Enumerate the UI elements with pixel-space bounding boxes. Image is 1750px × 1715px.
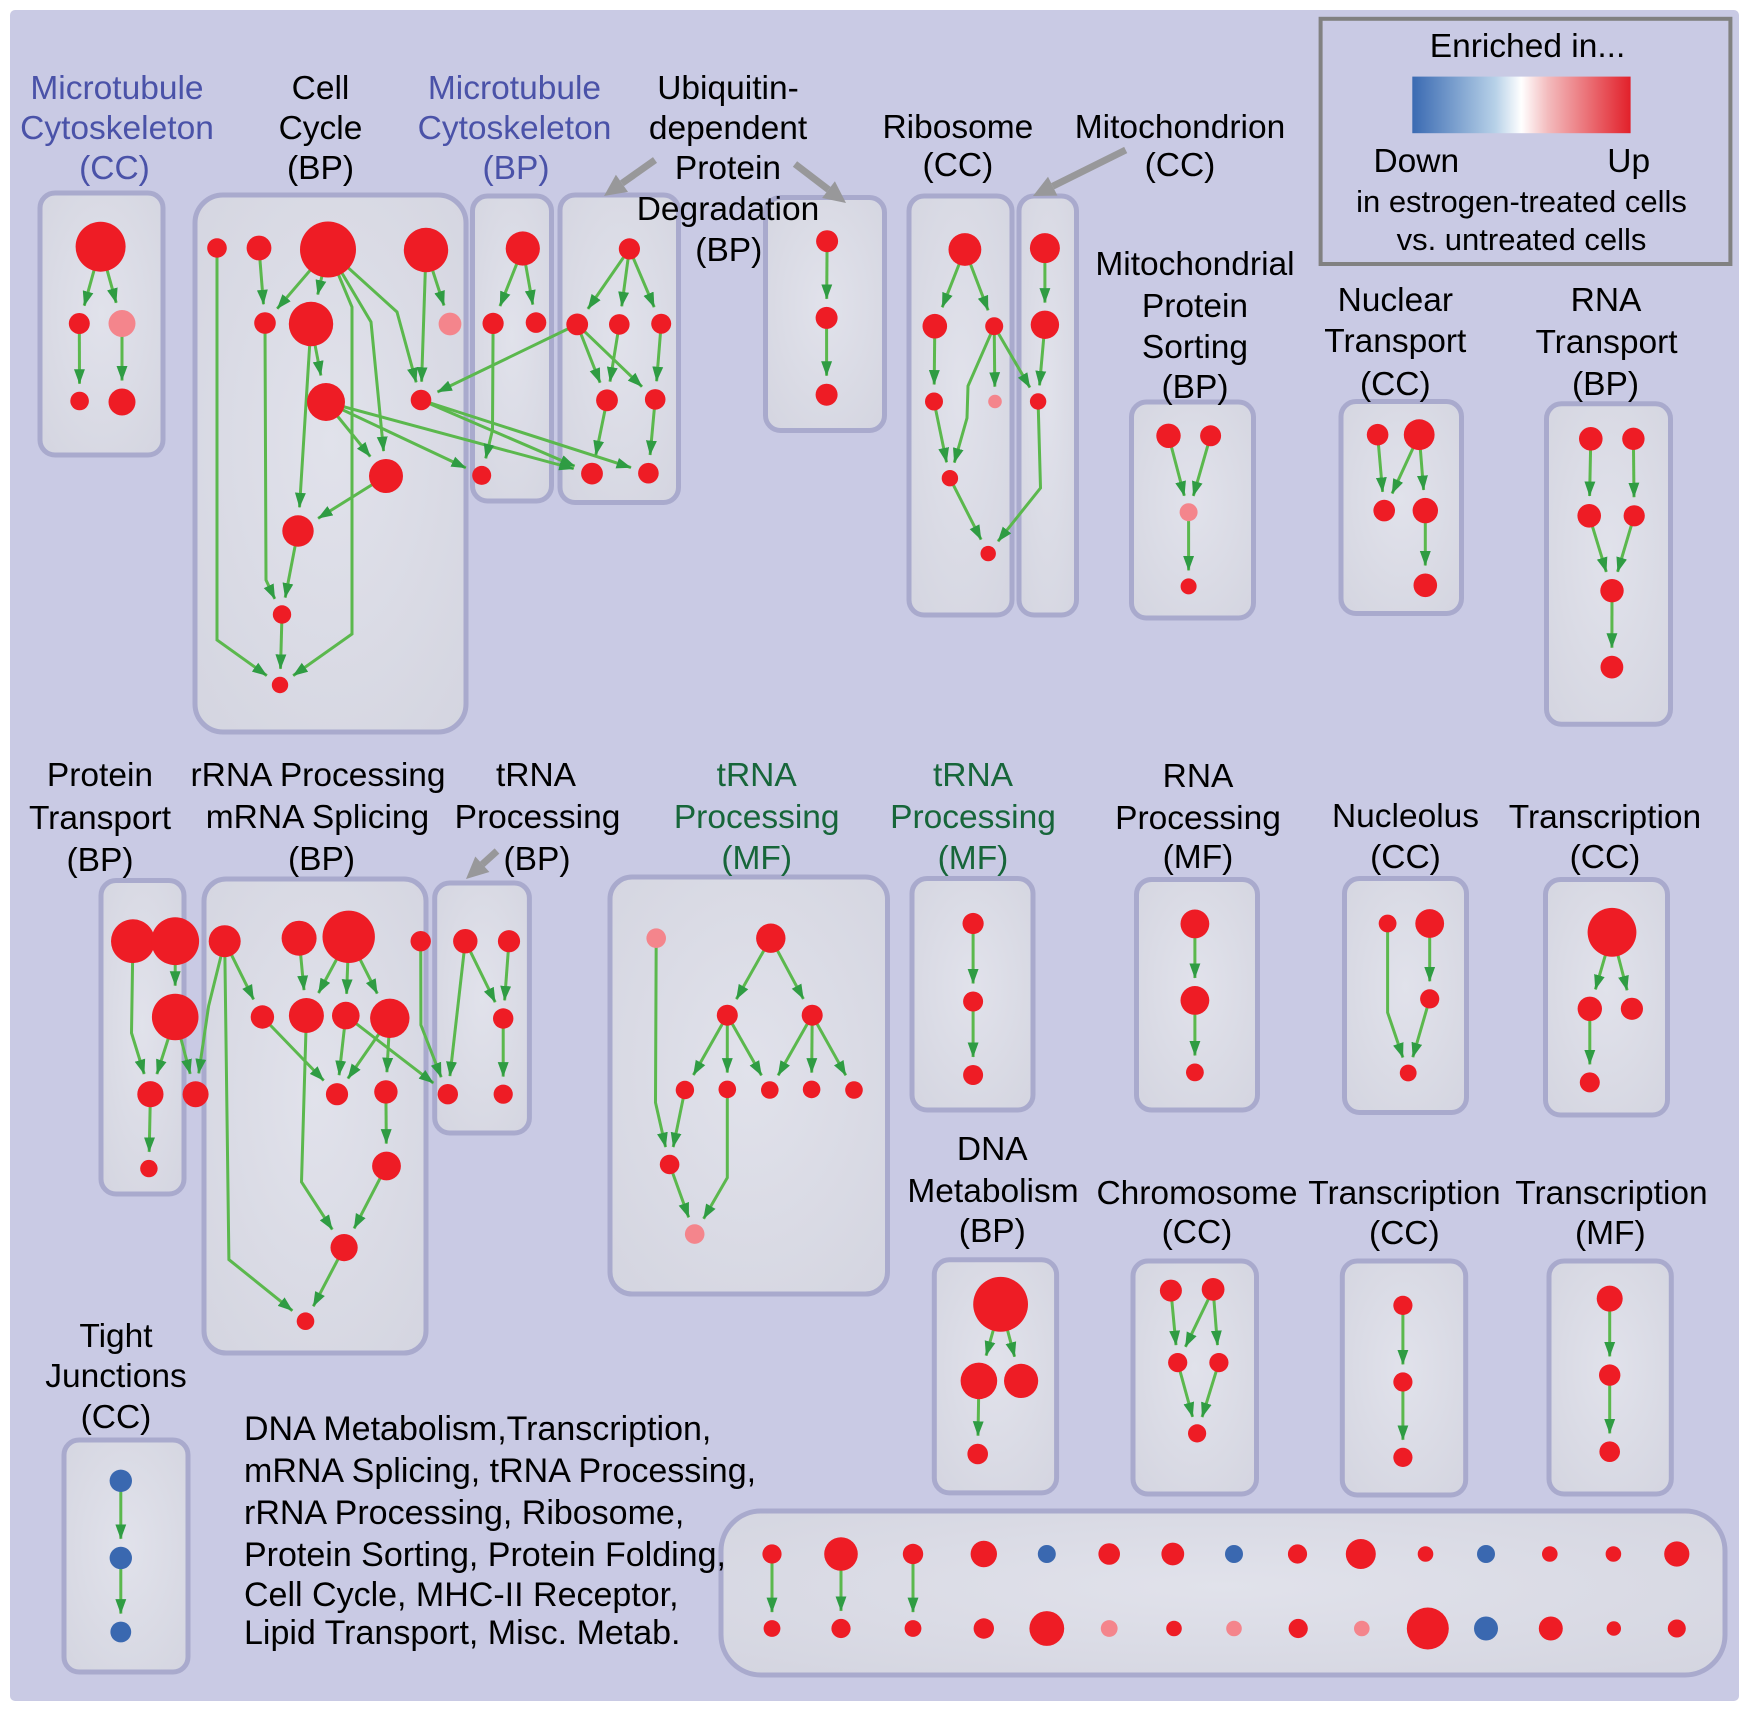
svg-text:(BP): (BP) — [1572, 366, 1639, 403]
svg-text:(CC): (CC) — [81, 1399, 152, 1436]
svg-text:Transport: Transport — [1535, 324, 1678, 361]
svg-text:(BP): (BP) — [695, 232, 762, 269]
svg-text:Sorting: Sorting — [1142, 329, 1248, 366]
svg-text:Transcription: Transcription — [1509, 799, 1701, 836]
svg-text:(MF): (MF) — [721, 840, 792, 877]
svg-text:DNA: DNA — [957, 1131, 1028, 1168]
svg-text:dependent: dependent — [649, 110, 808, 147]
svg-text:Enriched in...: Enriched in... — [1430, 28, 1626, 65]
svg-text:Processing: Processing — [1115, 800, 1281, 837]
svg-text:RNA: RNA — [1571, 282, 1642, 319]
svg-text:(BP): (BP) — [483, 150, 550, 187]
svg-text:Transport: Transport — [29, 800, 172, 837]
svg-text:Up: Up — [1607, 143, 1650, 180]
svg-text:Cell: Cell — [292, 70, 350, 107]
svg-text:(BP): (BP) — [288, 841, 355, 878]
svg-text:Protein: Protein — [47, 757, 153, 794]
svg-text:Processing: Processing — [890, 799, 1056, 836]
svg-text:Transcription: Transcription — [1308, 1175, 1500, 1212]
svg-text:tRNA: tRNA — [717, 757, 798, 794]
svg-text:Junctions: Junctions — [45, 1358, 187, 1395]
svg-text:in estrogen-treated cells: in estrogen-treated cells — [1356, 184, 1687, 219]
svg-text:Tight: Tight — [79, 1318, 153, 1355]
svg-text:rRNA Processing, Ribosome,: rRNA Processing, Ribosome, — [244, 1494, 684, 1532]
svg-text:Cytoskeleton: Cytoskeleton — [418, 110, 612, 147]
svg-text:(CC): (CC) — [1360, 366, 1431, 403]
svg-text:(BP): (BP) — [959, 1213, 1026, 1250]
svg-text:Degradation: Degradation — [637, 191, 820, 228]
svg-text:Cytoskeleton: Cytoskeleton — [20, 110, 214, 147]
svg-text:(CC): (CC) — [79, 150, 150, 187]
svg-text:Cell Cycle, MHC-II Receptor,: Cell Cycle, MHC-II Receptor, — [244, 1576, 679, 1614]
svg-text:(CC): (CC) — [923, 147, 994, 184]
svg-text:(MF): (MF) — [1163, 839, 1234, 876]
svg-text:Protein: Protein — [1142, 288, 1248, 325]
svg-text:Processing: Processing — [674, 799, 840, 836]
svg-text:(CC): (CC) — [1162, 1214, 1233, 1251]
svg-text:(BP): (BP) — [287, 150, 354, 187]
svg-text:(MF): (MF) — [1575, 1215, 1646, 1252]
svg-text:(MF): (MF) — [938, 840, 1009, 877]
svg-text:Nucleolus: Nucleolus — [1332, 798, 1479, 835]
svg-text:rRNA Processing: rRNA Processing — [190, 757, 445, 794]
svg-text:Metabolism: Metabolism — [907, 1173, 1078, 1210]
svg-text:Transport: Transport — [1324, 323, 1467, 360]
svg-text:(BP): (BP) — [67, 842, 134, 879]
svg-text:DNA Metabolism,Transcription,: DNA Metabolism,Transcription, — [244, 1410, 711, 1448]
svg-text:tRNA: tRNA — [496, 757, 577, 794]
svg-text:Ribosome: Ribosome — [882, 109, 1033, 146]
svg-text:Microtubule: Microtubule — [30, 70, 203, 107]
svg-text:(BP): (BP) — [504, 841, 571, 878]
svg-text:Ubiquitin-: Ubiquitin- — [657, 70, 799, 107]
svg-text:Processing: Processing — [455, 799, 621, 836]
svg-text:Nuclear: Nuclear — [1338, 282, 1453, 319]
svg-text:Mitochondrial: Mitochondrial — [1095, 246, 1294, 283]
svg-text:mRNA Splicing, tRNA Processing: mRNA Splicing, tRNA Processing, — [244, 1452, 756, 1490]
svg-text:Cycle: Cycle — [279, 110, 363, 147]
svg-text:Protein Sorting, Protein Foldi: Protein Sorting, Protein Folding, — [244, 1536, 726, 1574]
svg-text:(CC): (CC) — [1369, 1215, 1440, 1252]
svg-text:RNA: RNA — [1163, 758, 1234, 795]
svg-text:tRNA: tRNA — [933, 757, 1014, 794]
svg-text:Mitochondrion: Mitochondrion — [1075, 109, 1285, 146]
svg-text:Lipid Transport, Misc. Metab.: Lipid Transport, Misc. Metab. — [244, 1614, 681, 1652]
svg-text:Down: Down — [1373, 143, 1459, 180]
svg-text:vs. untreated cells: vs. untreated cells — [1397, 222, 1647, 257]
svg-text:(CC): (CC) — [1370, 839, 1441, 876]
svg-text:mRNA Splicing: mRNA Splicing — [206, 799, 429, 836]
svg-text:Chromosome: Chromosome — [1096, 1175, 1297, 1212]
svg-text:Protein: Protein — [675, 150, 781, 187]
svg-text:(CC): (CC) — [1570, 839, 1641, 876]
svg-text:Microtubule: Microtubule — [428, 70, 601, 107]
svg-text:Transcription: Transcription — [1515, 1175, 1707, 1212]
svg-text:(BP): (BP) — [1162, 369, 1229, 406]
svg-text:(CC): (CC) — [1145, 147, 1216, 184]
